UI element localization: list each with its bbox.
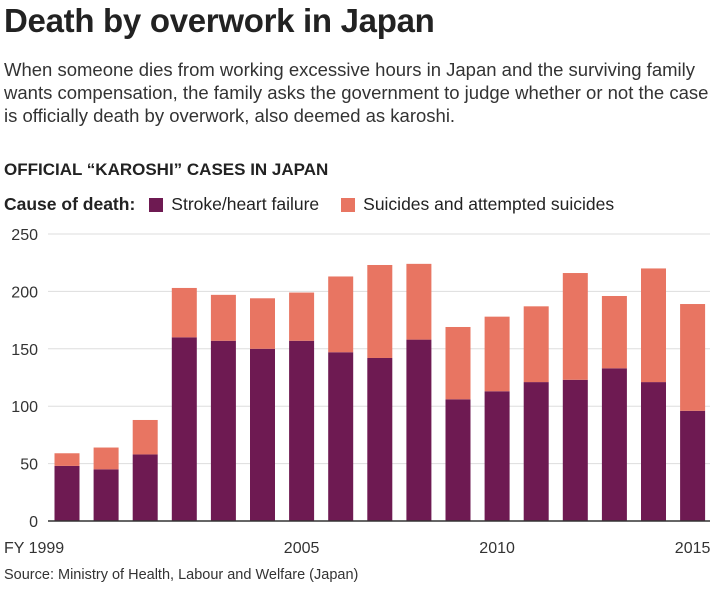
y-tick-label: 100	[11, 399, 38, 416]
x-tick-label: FY 1999	[4, 540, 64, 557]
bar-stroke	[484, 391, 510, 521]
legend-swatch-stroke	[149, 197, 164, 212]
bar-stroke	[601, 368, 627, 521]
chart-title: OFFICIAL “KAROSHI” CASES IN JAPAN	[4, 160, 329, 179]
bar-suicide	[54, 453, 80, 466]
bar-stroke	[250, 348, 275, 521]
bar-stroke	[523, 382, 549, 521]
bar-stroke	[171, 337, 197, 521]
y-tick-label: 150	[11, 342, 38, 359]
bar-suicide	[523, 306, 549, 383]
subtitle: When someone dies from working excessive…	[4, 59, 709, 126]
source-note: Source: Ministry of Health, Labour and W…	[4, 567, 359, 583]
bar-suicide	[562, 273, 588, 380]
bar-suicide	[210, 294, 236, 341]
bar-suicide	[328, 276, 354, 353]
bar-stroke	[289, 340, 315, 521]
bar-stroke	[406, 339, 432, 521]
bar-suicide	[601, 295, 627, 369]
bar-suicide	[680, 304, 706, 411]
legend-entry-suicide: Suicides and attempted suicides	[363, 194, 615, 214]
bar-suicide	[484, 316, 510, 392]
bar-suicide	[132, 419, 158, 455]
y-tick-label: 50	[20, 457, 38, 474]
bar-suicide	[367, 264, 393, 358]
legend-entry-stroke: Stroke/heart failure	[171, 194, 320, 214]
bar-suicide	[289, 292, 315, 341]
bar-suicide	[641, 268, 666, 383]
bar-stroke	[93, 469, 119, 521]
x-tick-label: 2015	[675, 540, 711, 557]
bar-suicide	[93, 447, 119, 470]
bar-suicide	[171, 287, 197, 338]
bar-stroke	[641, 382, 666, 521]
y-tick-label: 0	[29, 514, 38, 531]
bar-stroke	[562, 379, 588, 521]
x-tick-label: 2010	[479, 540, 515, 557]
bar-stroke	[445, 399, 471, 521]
y-tick-label: 200	[11, 284, 38, 301]
bar-stroke	[328, 352, 354, 521]
legend-swatch-suicide	[341, 197, 356, 212]
x-tick-label: 2005	[284, 540, 320, 557]
bar-stroke	[367, 357, 393, 521]
legend: Cause of death: Stroke/heart failure Sui…	[4, 194, 614, 215]
y-tick-label: 250	[11, 227, 38, 244]
page-title: Death by overwork in Japan	[4, 2, 435, 39]
bar-stroke	[132, 454, 158, 521]
bar-stroke	[680, 410, 706, 521]
bar-suicide	[250, 298, 275, 349]
bar-stroke	[210, 340, 236, 521]
bar-suicide	[406, 263, 432, 340]
bar-stroke	[54, 465, 80, 521]
legend-label: Cause of death:	[4, 194, 136, 214]
bar-suicide	[445, 326, 471, 400]
